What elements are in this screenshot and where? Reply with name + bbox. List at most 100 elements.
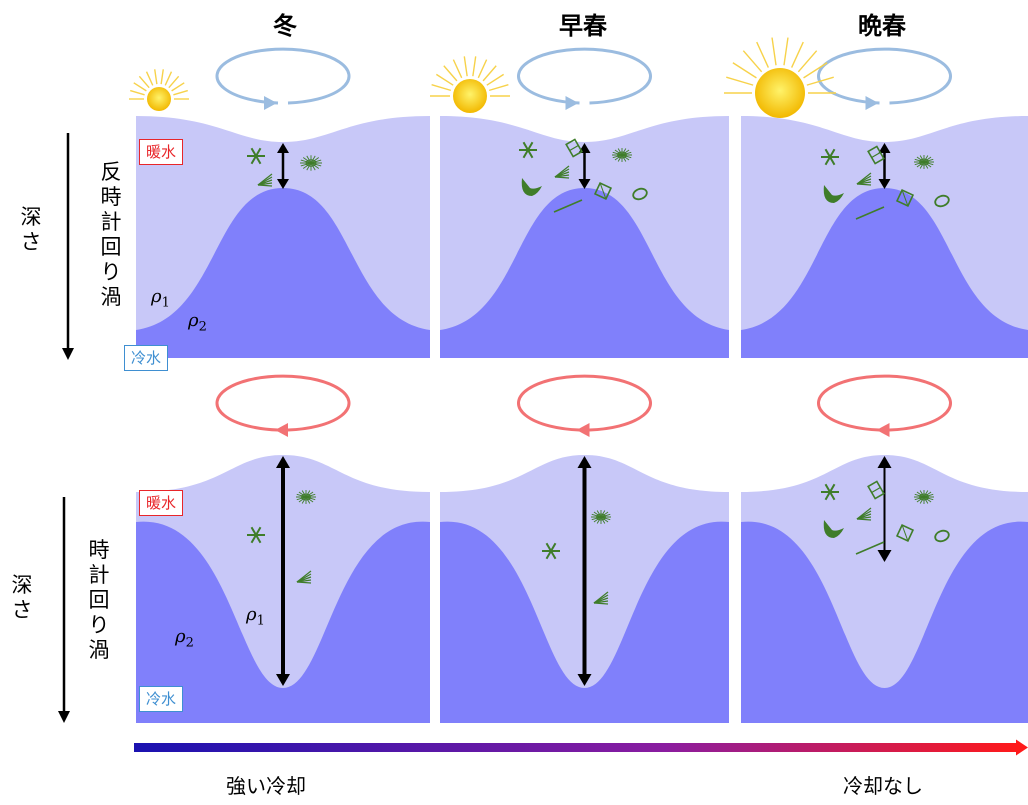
cold-water-label-bottom: 冷水	[139, 686, 184, 712]
arrowhead-up	[277, 143, 289, 153]
plankton-star	[824, 148, 836, 166]
warm-water-label-bottom: 暖水	[139, 490, 184, 516]
sun-ray	[164, 71, 173, 86]
sun-ray	[486, 73, 505, 86]
plankton-spiky-body	[301, 493, 311, 501]
lower-cold-dome	[136, 188, 430, 358]
plankton-box-diag	[901, 189, 909, 207]
anticyclonic-eddy-arrow	[817, 47, 952, 105]
sun-ray	[477, 59, 488, 79]
plankton-star	[824, 483, 836, 501]
plankton-fan	[296, 581, 312, 584]
strong-cooling-label: 強い冷却	[226, 774, 306, 798]
arrowhead-down	[577, 674, 592, 686]
eddy-arrowhead	[876, 423, 890, 437]
plankton-box-diag	[901, 524, 909, 542]
lower-cold-layer	[440, 521, 729, 723]
sun-disk	[453, 79, 487, 113]
sun-ray	[171, 82, 185, 92]
arrowhead-down	[878, 179, 891, 189]
cooling-gradient-bar	[134, 739, 1028, 756]
lower-cold-layer	[136, 521, 430, 723]
eddy-arrowhead	[865, 96, 879, 110]
sun-disk	[147, 87, 171, 111]
sun-ray	[803, 62, 828, 79]
gradient-bar	[134, 743, 1018, 752]
depth-arrowhead-top	[62, 348, 74, 360]
plankton-horn	[823, 185, 844, 203]
depth-arrows	[58, 133, 74, 723]
plankton-fan	[856, 183, 872, 186]
sun-ray	[435, 73, 454, 86]
arrowhead-up	[577, 456, 592, 468]
sun-ray	[154, 69, 158, 85]
rho2-label-bottom: ρ2	[175, 626, 194, 651]
season-title-early-spring: 早春	[559, 12, 607, 40]
plankton-ring	[934, 194, 950, 208]
sun-ray	[482, 65, 497, 82]
sun-ray	[756, 41, 770, 68]
rho2-label-top: ρ2	[188, 310, 207, 335]
plankton-fan	[593, 602, 609, 605]
anticyclonic-eddy-arrow	[215, 47, 351, 105]
panel-top-winter	[136, 47, 430, 358]
sun-ray	[783, 37, 789, 66]
arrowhead-up	[878, 143, 891, 153]
sun-ray	[790, 41, 804, 68]
plankton-spiky-body	[617, 151, 627, 159]
warm-water-label-top: 暖水	[139, 139, 184, 165]
plankton-spiky	[612, 151, 632, 159]
sun-ray	[168, 75, 180, 89]
sun-ray	[463, 56, 468, 77]
panel-bottom-winter	[136, 374, 430, 723]
rho1-label-top: ρ1	[151, 286, 170, 311]
arrowhead-down	[277, 179, 289, 189]
sun-ray	[138, 75, 150, 89]
panel-top-late-spring	[741, 47, 1028, 358]
plankton-spiky	[914, 493, 934, 501]
plankton-star	[545, 542, 557, 560]
sun-ray	[133, 82, 147, 92]
arrowhead-down	[276, 674, 290, 686]
eddy-arrowhead	[264, 96, 277, 110]
season-title-late-spring: 晩春	[858, 12, 906, 40]
plankton-spiky	[591, 513, 611, 521]
sun-icon	[129, 69, 189, 111]
panel-top-early-spring	[440, 47, 729, 358]
plankton-spiky-body	[596, 513, 606, 521]
arrowhead-down	[877, 550, 892, 562]
panel-bottom-late-spring	[741, 374, 1028, 723]
plankton-chain-link	[569, 144, 579, 152]
plankton-spiky	[300, 159, 322, 167]
sun-ray	[431, 84, 452, 92]
plankton-needle	[553, 199, 583, 213]
arrowhead-down	[578, 179, 591, 189]
cyclonic-eddy-arrow	[215, 374, 351, 432]
sun-ray	[160, 69, 164, 85]
plankton-fan	[257, 184, 273, 187]
plankton-star	[250, 147, 262, 165]
lower-cold-dome	[440, 188, 729, 358]
sun-ray	[726, 76, 754, 86]
arrowhead-up	[276, 456, 290, 468]
plankton-box	[895, 188, 915, 208]
plankton-box-diag	[599, 182, 607, 200]
cyclonic-eddy-arrow	[817, 374, 952, 432]
sun-ray	[771, 37, 777, 66]
plankton-star	[522, 141, 534, 159]
season-title-winter: 冬	[273, 12, 297, 40]
plankton-box	[895, 523, 915, 543]
plankton-group	[247, 138, 950, 605]
panel-bottom-early-spring	[440, 374, 729, 723]
plankton-needle	[855, 206, 885, 220]
plankton-spiky-body	[919, 493, 929, 501]
plankton-ring	[632, 187, 648, 201]
sun-ray	[452, 59, 463, 79]
sun-icon	[724, 37, 836, 118]
plankton-chain-link	[871, 486, 881, 494]
sun-ray	[806, 76, 834, 86]
eddy-label-anticyclonic: 反時計回り渦	[100, 160, 122, 309]
sun-ray	[742, 50, 763, 73]
plankton-spiky	[296, 493, 316, 501]
